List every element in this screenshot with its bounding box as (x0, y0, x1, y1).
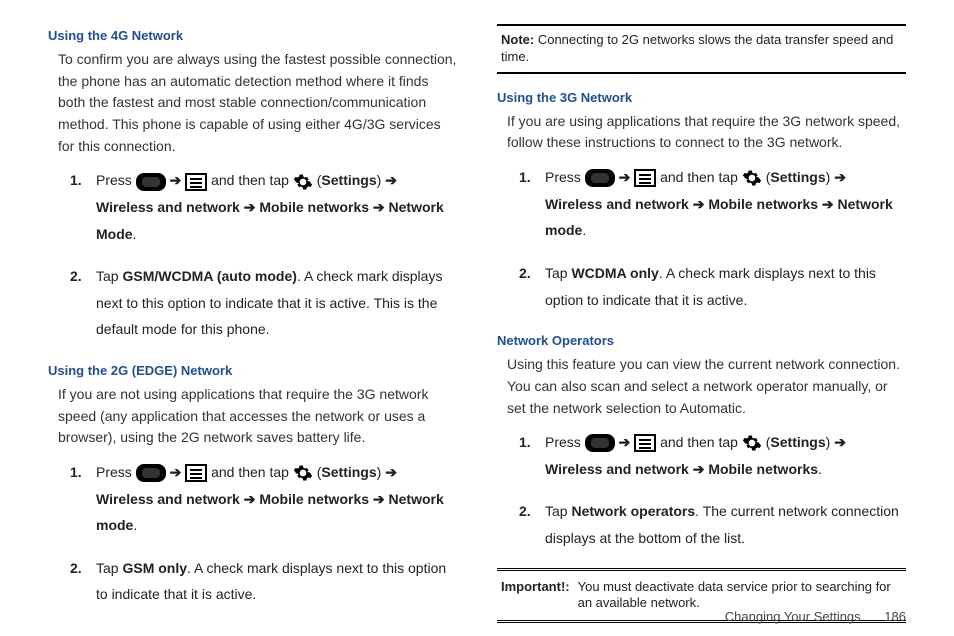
steps-2g: 1. Press ➔ and then tap (Settings) ➔ Wir… (70, 459, 457, 624)
step-2g-2: 2. Tap GSM only. A check mark displays n… (70, 555, 457, 608)
page-footer: Changing Your Settings 186 (725, 609, 906, 624)
home-icon (136, 464, 166, 482)
para-netops: Using this feature you can view the curr… (507, 354, 906, 419)
menu-icon (185, 173, 207, 191)
step-2g-1: 1. Press ➔ and then tap (Settings) ➔ Wir… (70, 459, 457, 539)
gear-icon (742, 168, 762, 188)
home-icon (136, 173, 166, 191)
step-number: 1. (70, 167, 86, 247)
para-3g: If you are using applications that requi… (507, 111, 906, 154)
left-column: Using the 4G Network To confirm you are … (48, 24, 457, 624)
home-icon (585, 434, 615, 452)
step-no-1: 1. Press ➔ and then tap (Settings) ➔ Wir… (519, 429, 906, 482)
note-box: Note: Connecting to 2G networks slows th… (497, 24, 906, 74)
steps-netops: 1. Press ➔ and then tap (Settings) ➔ Wir… (519, 429, 906, 567)
right-column: Note: Connecting to 2G networks slows th… (497, 24, 906, 624)
heading-netops: Network Operators (497, 333, 906, 348)
step-body: Tap GSM only. A check mark displays next… (96, 555, 457, 608)
step-body: Tap GSM/WCDMA (auto mode). A check mark … (96, 263, 457, 343)
step-body: Press ➔ and then tap (Settings) ➔ Wirele… (96, 459, 457, 539)
footer-page: 186 (884, 609, 906, 624)
steps-4g: 1. Press ➔ and then tap (Settings) ➔ Wir… (70, 167, 457, 359)
step-body: Press ➔ and then tap (Settings) ➔ Wirele… (96, 167, 457, 247)
heading-4g: Using the 4G Network (48, 28, 457, 43)
important-label: Important!: (501, 579, 570, 613)
step-4g-2: 2. Tap GSM/WCDMA (auto mode). A check ma… (70, 263, 457, 343)
menu-icon (634, 434, 656, 452)
step-4g-1: 1. Press ➔ and then tap (Settings) ➔ Wir… (70, 167, 457, 247)
menu-icon (634, 169, 656, 187)
important-text: You must deactivate data service prior t… (574, 579, 902, 613)
gear-icon (293, 172, 313, 192)
para-4g: To confirm you are always using the fast… (58, 49, 457, 157)
step-number: 1. (519, 429, 535, 482)
step-body: Press ➔ and then tap (Settings) ➔ Wirele… (545, 429, 906, 482)
step-number: 2. (519, 498, 535, 551)
step-3g-1: 1. Press ➔ and then tap (Settings) ➔ Wir… (519, 164, 906, 244)
step-number: 2. (70, 555, 86, 608)
step-3g-2: 2. Tap WCDMA only. A check mark displays… (519, 260, 906, 313)
step-body: Tap WCDMA only. A check mark displays ne… (545, 260, 906, 313)
steps-3g: 1. Press ➔ and then tap (Settings) ➔ Wir… (519, 164, 906, 329)
step-number: 1. (70, 459, 86, 539)
note-label: Note: (501, 32, 534, 47)
heading-3g: Using the 3G Network (497, 90, 906, 105)
step-body: Press ➔ and then tap (Settings) ➔ Wirele… (545, 164, 906, 244)
gear-icon (742, 433, 762, 453)
home-icon (585, 169, 615, 187)
gear-icon (293, 463, 313, 483)
step-body: Tap Network operators. The current netwo… (545, 498, 906, 551)
heading-2g: Using the 2G (EDGE) Network (48, 363, 457, 378)
footer-section: Changing Your Settings (725, 609, 861, 624)
note-text: Connecting to 2G networks slows the data… (501, 32, 893, 64)
step-number: 1. (519, 164, 535, 244)
step-number: 2. (519, 260, 535, 313)
menu-icon (185, 464, 207, 482)
para-2g: If you are not using applications that r… (58, 384, 457, 449)
step-no-2: 2. Tap Network operators. The current ne… (519, 498, 906, 551)
step-number: 2. (70, 263, 86, 343)
